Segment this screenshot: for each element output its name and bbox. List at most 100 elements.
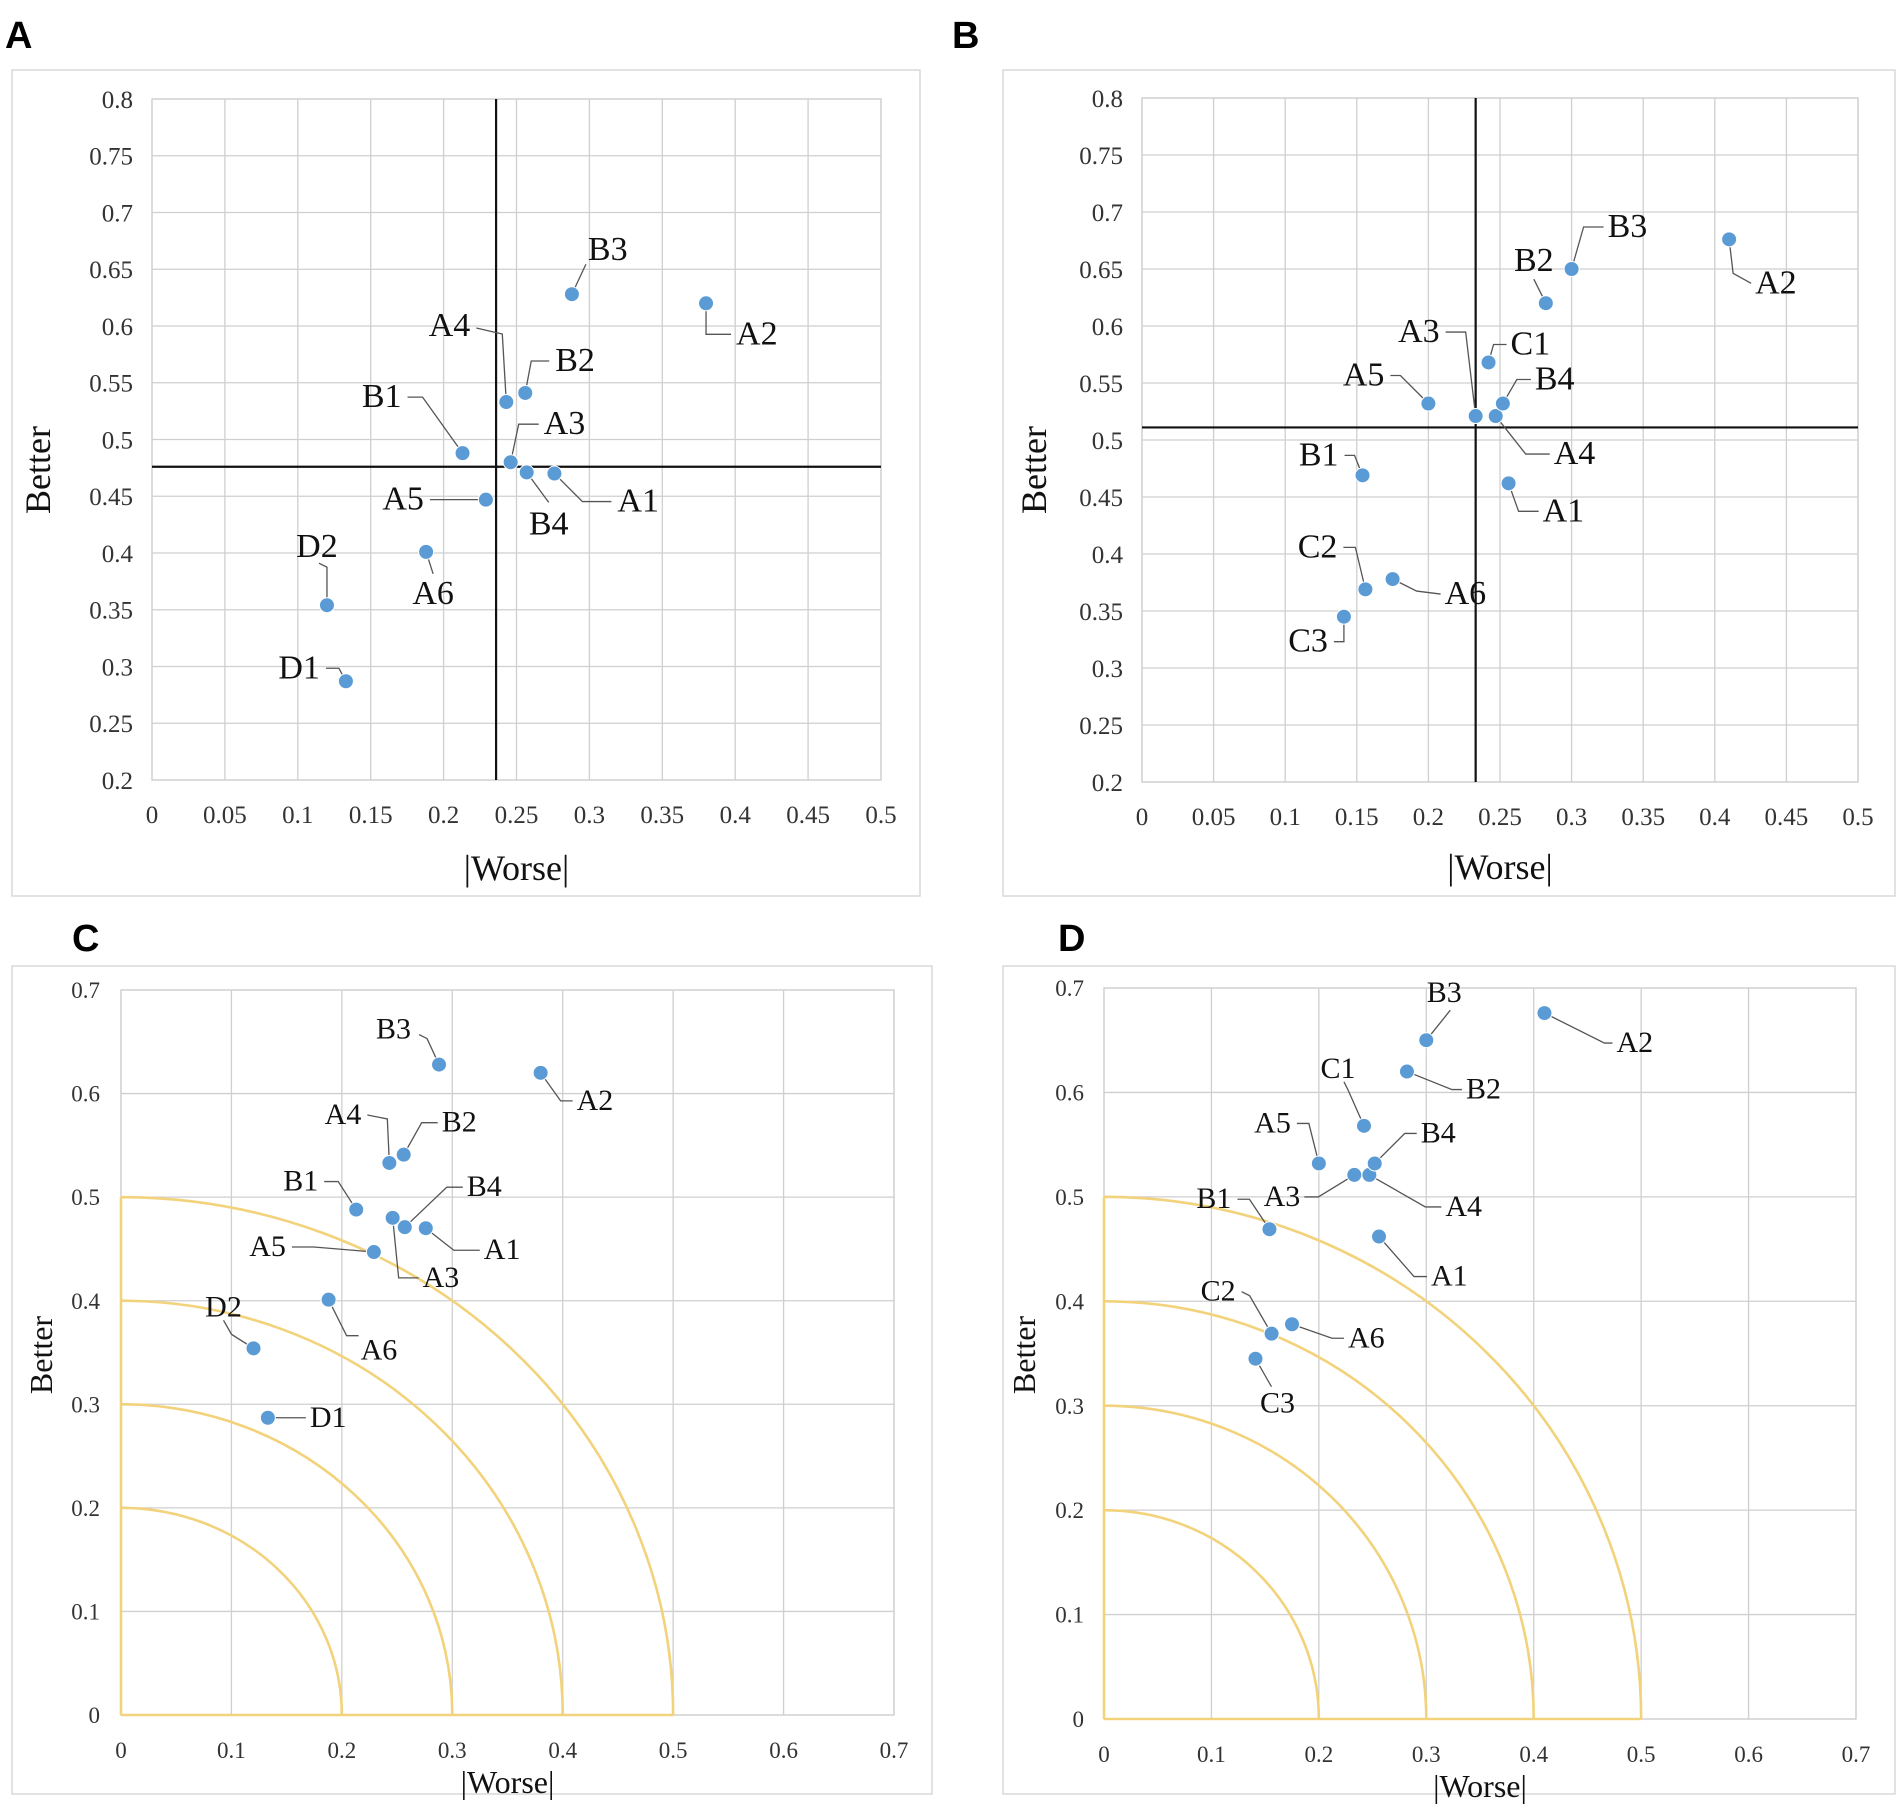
leader-line bbox=[418, 1033, 440, 1065]
data-point-a6 bbox=[418, 543, 435, 560]
point-label: B3 bbox=[376, 1013, 411, 1046]
x-tick-label: 0.1 bbox=[282, 802, 313, 829]
leader-line bbox=[1296, 1122, 1320, 1164]
x-tick-label: 0.15 bbox=[349, 802, 393, 829]
data-point-a2 bbox=[698, 295, 715, 312]
y-tick-label: 0.6 bbox=[1092, 314, 1123, 341]
x-tick-label: 0.25 bbox=[495, 802, 539, 829]
x-tick-label: 0.4 bbox=[1699, 804, 1731, 831]
y-tick-label: 0.2 bbox=[102, 768, 133, 795]
point-label: C3 bbox=[1260, 1387, 1295, 1420]
x-tick-label: 0.2 bbox=[428, 802, 459, 829]
leader-line bbox=[510, 423, 539, 463]
point-label: B3 bbox=[1608, 208, 1648, 245]
y-tick-label: 0.3 bbox=[1055, 1394, 1084, 1419]
data-point-a2 bbox=[1721, 231, 1738, 248]
leader-line bbox=[328, 1299, 359, 1337]
y-tick-label: 0.7 bbox=[1092, 200, 1123, 227]
data-point-c3 bbox=[1247, 1350, 1264, 1367]
y-tick-label: 0.2 bbox=[71, 1496, 100, 1521]
leader-line bbox=[1544, 1012, 1613, 1044]
x-tick-label: 0.4 bbox=[548, 1738, 577, 1763]
leader-line bbox=[1333, 616, 1345, 643]
data-point-a3 bbox=[1346, 1166, 1363, 1183]
y-tick-label: 0.6 bbox=[71, 1082, 100, 1107]
data-point-a1 bbox=[546, 465, 563, 482]
leader-line bbox=[1237, 1198, 1270, 1230]
x-tick-label: 0.05 bbox=[203, 802, 247, 829]
point-label: A5 bbox=[249, 1230, 286, 1263]
data-point-b4 bbox=[518, 464, 535, 481]
data-point-a5 bbox=[477, 491, 494, 508]
leader-line bbox=[1406, 1070, 1462, 1091]
point-label: B1 bbox=[283, 1165, 318, 1198]
y-tick-label: 0.55 bbox=[1079, 371, 1123, 398]
data-point-a3 bbox=[502, 454, 519, 471]
arc-radius bbox=[120, 1195, 675, 1716]
point-label: A2 bbox=[1616, 1026, 1653, 1059]
y-tick-label: 0.5 bbox=[1092, 428, 1123, 455]
y-tick-label: 0.7 bbox=[71, 978, 100, 1003]
data-point-d2 bbox=[245, 1340, 262, 1357]
y-tick-label: 0.8 bbox=[1092, 86, 1123, 113]
x-tick-label: 0.6 bbox=[769, 1738, 798, 1763]
data-point-b3 bbox=[431, 1056, 448, 1073]
panel-frame bbox=[11, 69, 921, 897]
y-tick-label: 0.5 bbox=[1055, 1185, 1084, 1210]
panel-letter: D bbox=[1058, 918, 1085, 960]
y-tick-label: 0.75 bbox=[1079, 143, 1123, 170]
data-point-c1 bbox=[1480, 354, 1497, 371]
x-axis-title: |Worse| bbox=[464, 848, 570, 888]
x-tick-label: 0 bbox=[1098, 1742, 1110, 1767]
x-tick-label: 0.45 bbox=[1765, 804, 1809, 831]
point-label: B3 bbox=[1427, 976, 1462, 1009]
x-tick-label: 0.25 bbox=[1478, 804, 1522, 831]
point-label: D2 bbox=[205, 1290, 242, 1323]
data-point-a5 bbox=[1420, 395, 1437, 412]
arcs bbox=[1102, 1195, 1643, 1721]
y-tick-label: 0.5 bbox=[71, 1185, 100, 1210]
y-tick-label: 0.7 bbox=[102, 200, 133, 227]
x-axis-title: |Worse| bbox=[1433, 1768, 1527, 1804]
panel-letter: A bbox=[5, 15, 32, 57]
y-tick-label: 0.1 bbox=[1055, 1603, 1084, 1628]
y-axis-title: Better bbox=[1014, 426, 1054, 514]
point-label: D2 bbox=[296, 528, 338, 565]
y-tick-label: 0.45 bbox=[1079, 485, 1123, 512]
y-tick-label: 0.65 bbox=[1079, 257, 1123, 284]
point-label: B2 bbox=[1466, 1073, 1501, 1106]
x-tick-label: 0.45 bbox=[786, 802, 830, 829]
x-tick-label: 0.35 bbox=[640, 802, 684, 829]
y-tick-label: 0 bbox=[89, 1703, 101, 1728]
x-tick-label: 0.5 bbox=[1842, 804, 1873, 831]
point-label: D1 bbox=[278, 649, 320, 686]
leader-line bbox=[392, 1217, 419, 1279]
data-point-b4 bbox=[396, 1219, 413, 1236]
y-tick-label: 0.8 bbox=[102, 87, 133, 114]
y-tick-label: 0.45 bbox=[89, 484, 133, 511]
x-tick-label: 0.2 bbox=[1304, 1742, 1333, 1767]
leader-line bbox=[476, 327, 507, 403]
point-label: C2 bbox=[1298, 528, 1338, 565]
point-label: C1 bbox=[1511, 325, 1551, 362]
x-tick-label: 0 bbox=[146, 802, 159, 829]
point-label: B1 bbox=[1299, 436, 1339, 473]
point-label: A6 bbox=[361, 1334, 398, 1367]
panel-frame bbox=[1002, 69, 1896, 897]
panel-B: B 0 0.05 0.1 0.15 0.2 0.25 0.3 0.35 0.4 0.45 0.5 0.2… bbox=[952, 15, 1896, 897]
leader-line bbox=[1495, 415, 1550, 455]
x-tick-label: 0.7 bbox=[1842, 1742, 1871, 1767]
leader-line bbox=[1378, 1236, 1428, 1278]
y-tick-label: 0.35 bbox=[89, 598, 133, 625]
data-point-a3 bbox=[384, 1209, 401, 1226]
y-tick-label: 0.3 bbox=[1092, 656, 1123, 683]
y-tick-label: 0.55 bbox=[89, 371, 133, 398]
arc-radius bbox=[1103, 1299, 1536, 1720]
point-label: A1 bbox=[1543, 492, 1585, 529]
data-point-a6 bbox=[1384, 571, 1401, 588]
x-tick-label: 0.2 bbox=[1413, 804, 1444, 831]
x-tick-label: 0.3 bbox=[1556, 804, 1587, 831]
y-tick-label: 0.65 bbox=[89, 257, 133, 284]
